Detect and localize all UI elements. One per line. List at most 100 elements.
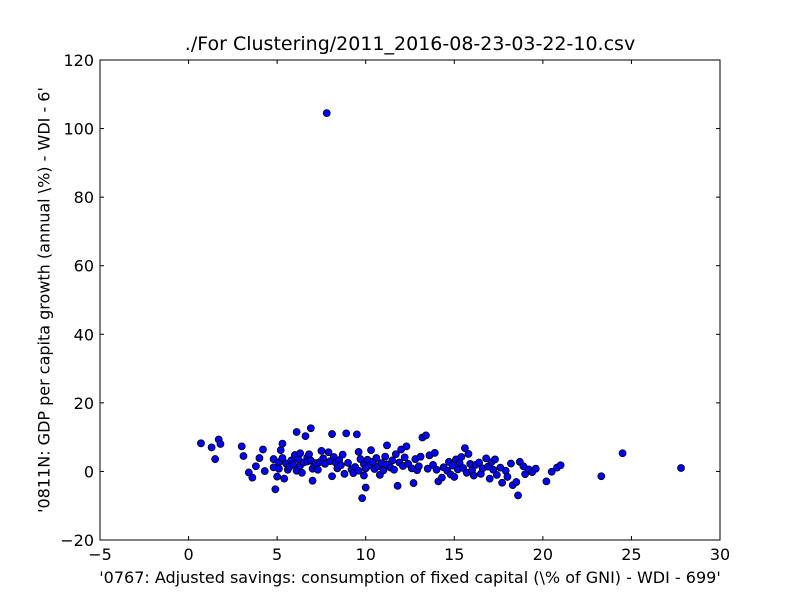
data-point bbox=[381, 452, 390, 461]
x-tick-label: 25 bbox=[621, 545, 641, 564]
data-point bbox=[324, 448, 333, 457]
data-point bbox=[498, 478, 507, 487]
data-point bbox=[273, 472, 282, 481]
data-point bbox=[512, 478, 521, 486]
data-point bbox=[475, 458, 483, 467]
data-point bbox=[492, 470, 501, 479]
data-point bbox=[237, 442, 246, 451]
data-point bbox=[292, 428, 301, 436]
data-point bbox=[556, 461, 565, 470]
y-tick-label: 80 bbox=[74, 188, 94, 207]
data-point bbox=[402, 442, 411, 451]
data-point bbox=[275, 464, 283, 473]
data-point bbox=[400, 453, 409, 462]
data-point bbox=[422, 431, 430, 440]
x-axis-ticks: −5 0 5 10 15 20 25 30 bbox=[88, 60, 730, 564]
data-point bbox=[432, 465, 441, 474]
data-point bbox=[361, 483, 370, 492]
data-point bbox=[296, 449, 305, 458]
data-point bbox=[437, 473, 446, 482]
data-point bbox=[301, 432, 310, 441]
data-point bbox=[306, 424, 315, 433]
data-point bbox=[344, 458, 352, 467]
data-point bbox=[251, 462, 260, 471]
data-point bbox=[430, 449, 439, 457]
data-point bbox=[197, 439, 205, 448]
data-point bbox=[360, 471, 368, 480]
plot-area-frame bbox=[99, 59, 721, 541]
data-point bbox=[507, 459, 515, 468]
x-axis-label: '0767: Adjusted savings: consumption of … bbox=[99, 568, 721, 587]
data-point bbox=[260, 467, 269, 475]
data-point bbox=[338, 450, 347, 459]
data-point bbox=[340, 469, 349, 478]
y-tick-label: 100 bbox=[63, 120, 94, 139]
data-point bbox=[313, 465, 322, 474]
data-point bbox=[450, 473, 459, 481]
x-tick-label: 5 bbox=[272, 545, 282, 564]
data-point bbox=[597, 472, 606, 481]
data-point bbox=[278, 454, 287, 462]
chart-title: ./For Clustering/2011_2016-08-23-03-22-1… bbox=[184, 33, 636, 55]
data-point bbox=[503, 473, 512, 481]
data-point bbox=[388, 456, 397, 465]
y-tick-label: 120 bbox=[63, 51, 94, 70]
y-tick-label: −20 bbox=[60, 531, 94, 550]
data-point bbox=[482, 454, 491, 463]
data-point bbox=[342, 429, 351, 438]
data-point bbox=[352, 430, 361, 439]
data-point bbox=[416, 452, 425, 461]
data-point bbox=[391, 450, 400, 459]
data-point bbox=[367, 446, 375, 455]
data-point bbox=[461, 444, 469, 453]
data-point bbox=[485, 474, 494, 483]
data-point bbox=[271, 485, 280, 494]
data-point bbox=[383, 441, 391, 450]
data-point bbox=[216, 440, 225, 448]
data-point bbox=[531, 464, 540, 473]
x-tick-label: 30 bbox=[710, 545, 730, 564]
data-points bbox=[197, 109, 685, 503]
data-point bbox=[448, 461, 457, 470]
data-point bbox=[328, 430, 336, 438]
data-point bbox=[469, 471, 478, 480]
y-tick-label: 20 bbox=[74, 394, 94, 413]
y-tick-label: 40 bbox=[74, 325, 94, 344]
data-point bbox=[393, 481, 402, 490]
data-point bbox=[211, 455, 220, 463]
data-point bbox=[618, 449, 627, 458]
y-axis-ticks: −20 0 20 40 60 80 100 120 bbox=[60, 51, 720, 550]
x-tick-label: 15 bbox=[444, 545, 464, 564]
data-point bbox=[298, 468, 306, 477]
data-point bbox=[390, 465, 398, 474]
y-tick-label: 0 bbox=[84, 462, 94, 481]
data-point bbox=[457, 453, 466, 461]
data-point bbox=[677, 464, 685, 472]
data-point bbox=[255, 454, 264, 462]
data-point bbox=[409, 479, 418, 487]
y-axis-label: '0811N: GDP per capita growth (annual \%… bbox=[34, 87, 54, 513]
data-point bbox=[547, 467, 556, 476]
data-point bbox=[514, 491, 522, 500]
x-tick-label: 0 bbox=[183, 545, 193, 564]
data-point bbox=[248, 473, 257, 482]
data-point bbox=[239, 452, 248, 460]
data-point bbox=[317, 446, 326, 455]
data-point bbox=[423, 464, 432, 473]
data-point bbox=[337, 461, 345, 470]
data-point bbox=[542, 477, 551, 486]
data-point bbox=[308, 476, 317, 485]
y-tick-label: 60 bbox=[74, 257, 94, 276]
x-tick-label: −5 bbox=[88, 545, 112, 564]
data-point bbox=[464, 450, 473, 458]
data-point bbox=[278, 439, 287, 448]
data-point bbox=[354, 466, 363, 475]
data-point bbox=[354, 447, 363, 456]
data-point bbox=[414, 462, 423, 471]
data-point bbox=[259, 445, 267, 454]
data-point bbox=[358, 494, 367, 503]
data-point bbox=[207, 443, 216, 452]
data-point bbox=[372, 454, 381, 462]
